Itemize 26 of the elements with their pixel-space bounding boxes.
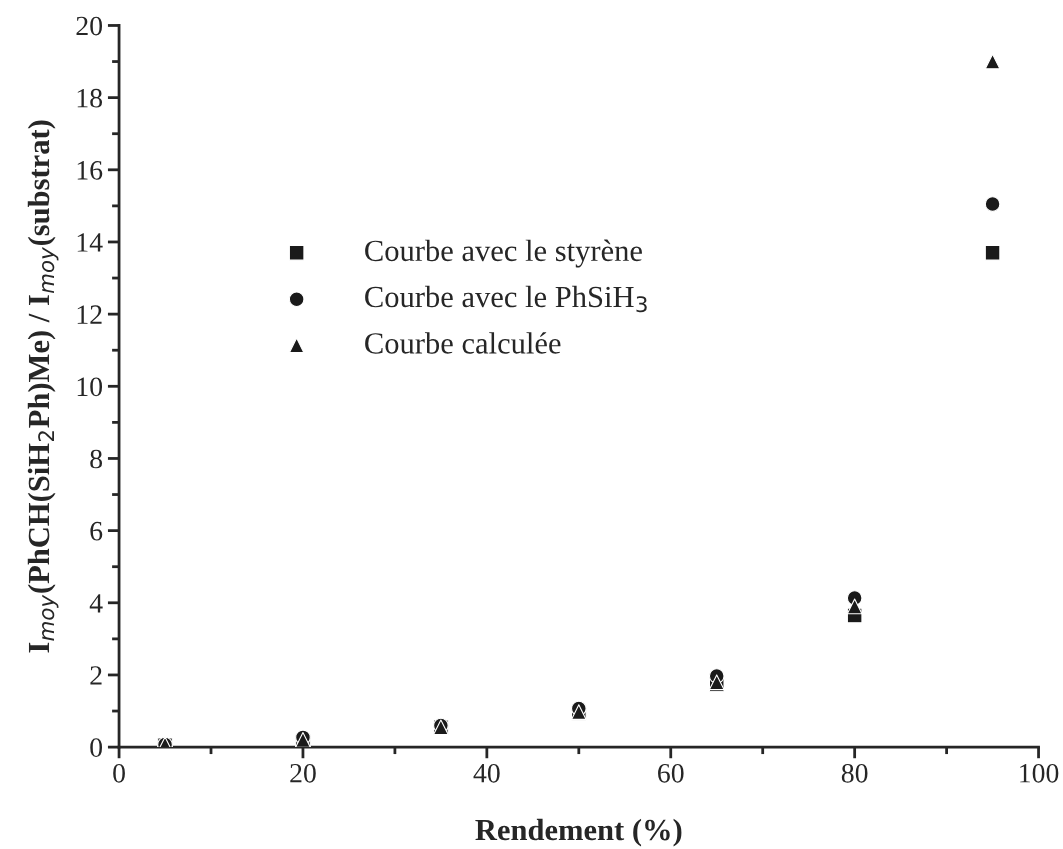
point — [984, 244, 1001, 261]
point — [846, 598, 863, 615]
x-tick-label: 40 — [473, 763, 500, 783]
y-tick-label: 12 — [77, 305, 102, 324]
legend-label: Courbe avec le PhSiH$_{3}$ — [365, 285, 647, 313]
y-tick-label: 6 — [90, 521, 103, 541]
y-tick-label: 0 — [90, 738, 103, 758]
legend-label: Courbe calculée — [365, 332, 561, 354]
x-tick-label: 0 — [113, 763, 125, 783]
point — [984, 196, 1001, 212]
x-axis-title: Rendement (%) — [475, 818, 682, 847]
legend-label: Courbe avec le styrène — [365, 239, 642, 268]
x-tick-label: 80 — [841, 763, 868, 783]
y-tick-label: 4 — [89, 594, 103, 613]
y-axis-title: I$_{moy}$(PhCH(SiH$_{2}$Ph)Me) / I$_{moy}$(substrat) — [27, 120, 59, 653]
y-tick-label: 18 — [77, 88, 103, 108]
y-tick-label: 10 — [77, 377, 103, 397]
y-tick-label: 2 — [90, 666, 102, 685]
y-tick-label: 16 — [77, 161, 103, 180]
x-tick-label: 20 — [290, 763, 316, 783]
y-tick-label: 20 — [76, 16, 103, 36]
x-tick-label: 60 — [658, 763, 684, 783]
x-tick-label: 100 — [1020, 763, 1059, 783]
y-tick-label: 14 — [77, 233, 103, 252]
y-tick-label: 8 — [90, 449, 103, 469]
point — [984, 53, 1001, 70]
